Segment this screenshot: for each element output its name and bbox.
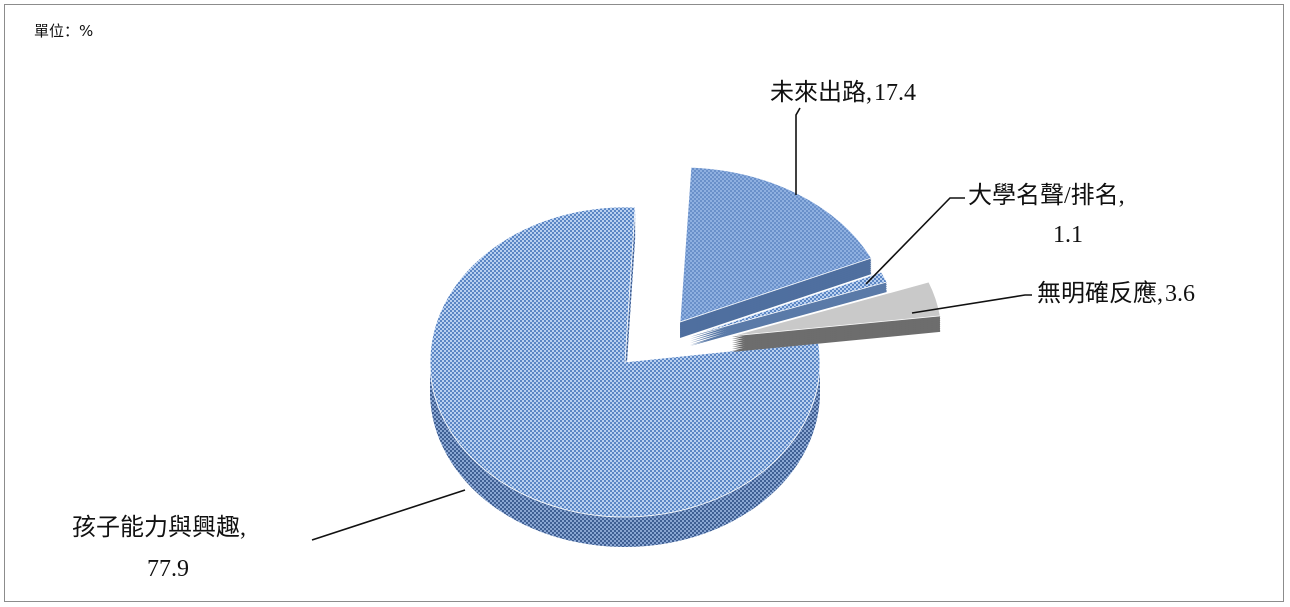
slice-label-3: 無明確反應, bbox=[1037, 280, 1163, 307]
slice-university-ranking-top bbox=[689, 271, 888, 337]
slice-child-ability bbox=[429, 206, 821, 548]
slice-value-0: 77.9 bbox=[147, 556, 189, 582]
slice-future-career-top bbox=[679, 166, 872, 323]
leader-line-3 bbox=[911, 294, 1032, 314]
unit-label: 單位：% bbox=[34, 22, 94, 40]
slice-no-clear-response-top bbox=[731, 281, 941, 337]
slice-label-1: 未來出路, bbox=[770, 79, 872, 106]
slice-future-career bbox=[679, 166, 872, 338]
leader-line-1 bbox=[795, 107, 801, 195]
slice-label-0: 孩子能力與興趣, bbox=[72, 514, 246, 541]
slice-university-ranking bbox=[689, 271, 888, 346]
slice-value-1: 17.4 bbox=[874, 80, 916, 106]
leader-line-2 bbox=[865, 197, 965, 285]
slice-child-ability-top bbox=[429, 206, 821, 518]
slice-value-3: 3.6 bbox=[1165, 281, 1195, 307]
slice-no-clear-response bbox=[731, 281, 941, 352]
leader-line-0 bbox=[311, 489, 466, 541]
slice-label-2: 大學名聲/排名, bbox=[968, 182, 1125, 209]
slice-value-2: 1.1 bbox=[1053, 222, 1083, 248]
